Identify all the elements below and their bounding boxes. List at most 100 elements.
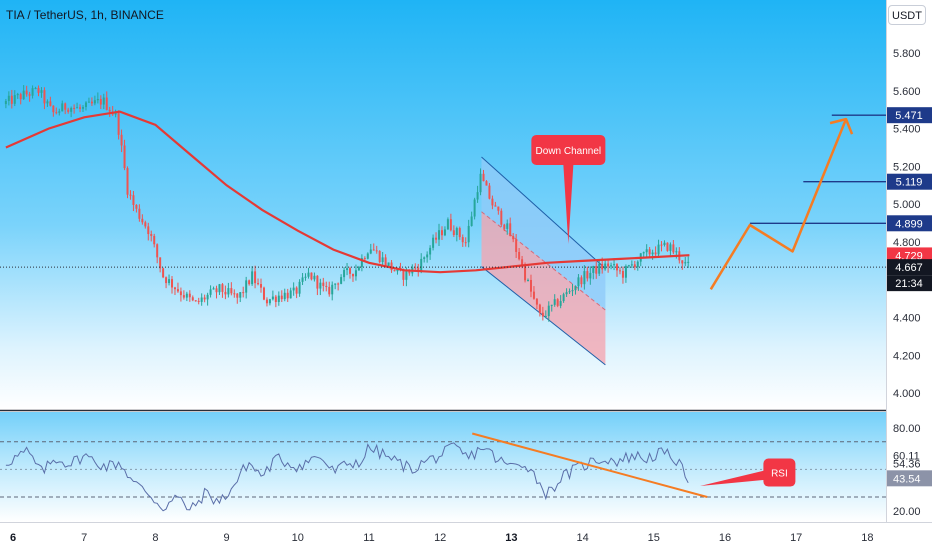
candle-body [583, 271, 586, 285]
candle-body [604, 263, 607, 270]
candle-body [535, 298, 538, 305]
candle-body [654, 252, 657, 255]
candle-body [571, 290, 574, 292]
price-label-level [887, 215, 932, 232]
candle-body [621, 271, 624, 278]
time-tick-label: 14 [576, 532, 588, 544]
price-label-level [887, 173, 932, 190]
candle-body [556, 299, 559, 306]
axes: 4.0004.2004.4004.6004.8005.0005.2005.400… [10, 48, 932, 544]
price-label-level [887, 107, 932, 124]
main-pane: Down Channel [0, 85, 886, 366]
candle-body [360, 258, 363, 267]
candle-body [337, 283, 340, 285]
candle-body [479, 173, 482, 193]
channel-upper-fill [481, 156, 606, 310]
candle-body [675, 251, 678, 253]
candle-body [144, 222, 147, 227]
candle-body [16, 94, 19, 96]
candle-body [156, 244, 159, 258]
candle-body [449, 219, 452, 231]
candle-body [580, 277, 583, 285]
channel-lower-fill [481, 211, 606, 365]
candle-body [524, 264, 527, 281]
candle-body [319, 282, 322, 289]
candle-body [179, 291, 182, 296]
main-pane-background [0, 0, 886, 409]
candle-body [435, 237, 438, 240]
candle-body [446, 219, 449, 230]
candle-body [102, 97, 105, 105]
candle-body [521, 259, 524, 265]
candle-body [467, 225, 470, 243]
candle-body [351, 273, 354, 277]
candle-body [443, 229, 446, 236]
candle-body [239, 292, 242, 298]
candle-body [105, 97, 108, 110]
candle-body [194, 300, 197, 302]
candle-body [633, 264, 636, 268]
price-tick-label: 5.000 [893, 199, 921, 211]
countdown-label [887, 275, 932, 292]
candle-body [67, 109, 70, 112]
candle-body [25, 90, 28, 95]
candle-body [188, 293, 191, 298]
candle-body [574, 286, 577, 291]
price-label-level-text: 5.119 [896, 177, 923, 189]
candle-body [206, 294, 209, 300]
time-tick-label: 18 [861, 532, 873, 544]
candle-body [212, 288, 215, 290]
candle-body [565, 292, 568, 295]
candle-body [610, 265, 613, 267]
rsi-line [5, 442, 689, 512]
candle-body [251, 271, 254, 285]
candle-body [684, 262, 687, 264]
candle-body [283, 292, 286, 300]
rsi-scale-label: 54.36 [893, 458, 921, 470]
candle-body [4, 100, 7, 105]
candle-body [265, 299, 268, 304]
candle-body [387, 262, 390, 267]
candle-body [120, 134, 123, 146]
candle-body [37, 87, 40, 93]
candle-body [260, 284, 263, 288]
candle-body [518, 251, 521, 260]
candle-body [96, 99, 99, 101]
price-tick-label: 5.400 [893, 124, 921, 136]
candle-body [173, 287, 176, 290]
candle-body [61, 103, 64, 112]
candle-body [138, 208, 141, 219]
candle-body [562, 294, 565, 302]
currency-badge[interactable]: USDT [888, 5, 926, 25]
candle-body [648, 249, 651, 255]
candle-body [438, 230, 441, 240]
candle-body [271, 296, 274, 300]
candle-body [687, 261, 690, 263]
candle-body [298, 281, 301, 294]
price-label-level-text: 4.899 [895, 218, 923, 230]
candle-body [87, 101, 90, 103]
candle-body [538, 304, 541, 313]
candle-body [455, 228, 458, 235]
candle-body [544, 316, 547, 318]
candle-body [432, 237, 435, 248]
price-tick-label: 4.000 [893, 388, 921, 400]
candle-body [417, 267, 420, 271]
down-channel-callout-label: Down Channel [536, 146, 602, 157]
candle-body [28, 94, 31, 96]
candle-body [135, 204, 138, 209]
candle-body [73, 107, 76, 109]
candle-body [663, 242, 666, 245]
candle-body [630, 264, 633, 266]
candle-body [503, 224, 506, 229]
candle-body [257, 283, 260, 285]
candle-body [550, 304, 553, 306]
candle-body [129, 194, 132, 196]
candle-body [405, 269, 408, 280]
projection-arrow [709, 118, 848, 290]
candle-body [426, 254, 429, 258]
candle-body [601, 263, 604, 270]
candle-body [7, 95, 10, 101]
